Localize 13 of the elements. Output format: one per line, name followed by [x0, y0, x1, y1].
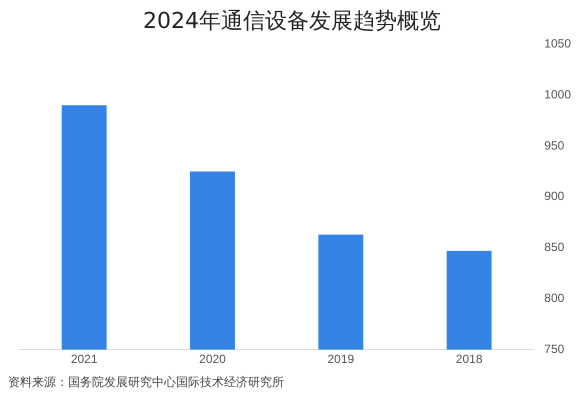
- y-tick-label: 1000: [544, 87, 572, 102]
- y-tick-label: 950: [544, 138, 565, 152]
- x-tick-label: 2019: [327, 352, 354, 366]
- x-tick-label: 2020: [199, 352, 226, 366]
- x-tick-label: 2021: [70, 352, 98, 366]
- x-tick-label: 2018: [456, 352, 483, 366]
- y-tick-label: 1050: [544, 36, 572, 51]
- y-tick-label: 750: [544, 342, 565, 356]
- y-tick-label: 850: [544, 240, 565, 254]
- chart-title: 2024年通信设备发展趋势概览: [142, 8, 442, 36]
- text: 资料来源：国务院发展研究中心国际技术经济研究所: [8, 374, 284, 391]
- y-tick-label: 900: [544, 189, 565, 204]
- y-tick-label: 800: [544, 291, 565, 306]
